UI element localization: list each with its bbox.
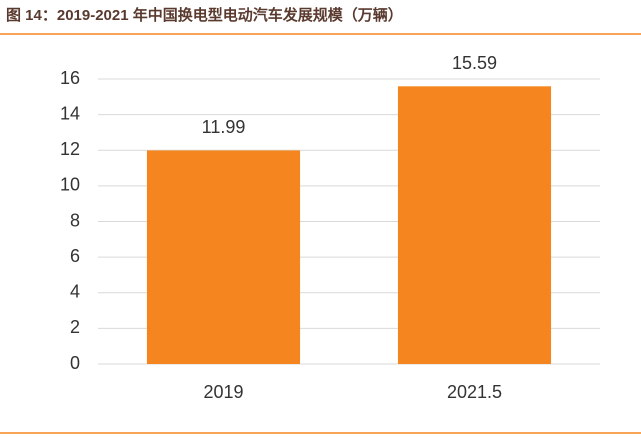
bar: [397, 86, 552, 364]
x-tick-label: 2019: [203, 382, 243, 402]
y-tick-label: 0: [70, 353, 80, 373]
chart-title: 图 14：2019-2021 年中国换电型电动汽车发展规模（万辆）: [6, 6, 403, 24]
y-tick-label: 4: [70, 282, 80, 302]
bar: [146, 150, 301, 364]
y-tick-label: 6: [70, 246, 80, 266]
y-tick-label: 16: [60, 68, 80, 88]
y-tick-label: 10: [60, 175, 80, 195]
y-tick-label: 14: [60, 103, 80, 123]
y-tick-label: 8: [70, 210, 80, 230]
y-tick-label: 12: [60, 139, 80, 159]
value-label: 15.59: [452, 53, 497, 73]
value-label: 11.99: [202, 117, 246, 137]
x-tick-label: 2021.5: [447, 382, 502, 402]
y-tick-label: 2: [70, 317, 80, 337]
